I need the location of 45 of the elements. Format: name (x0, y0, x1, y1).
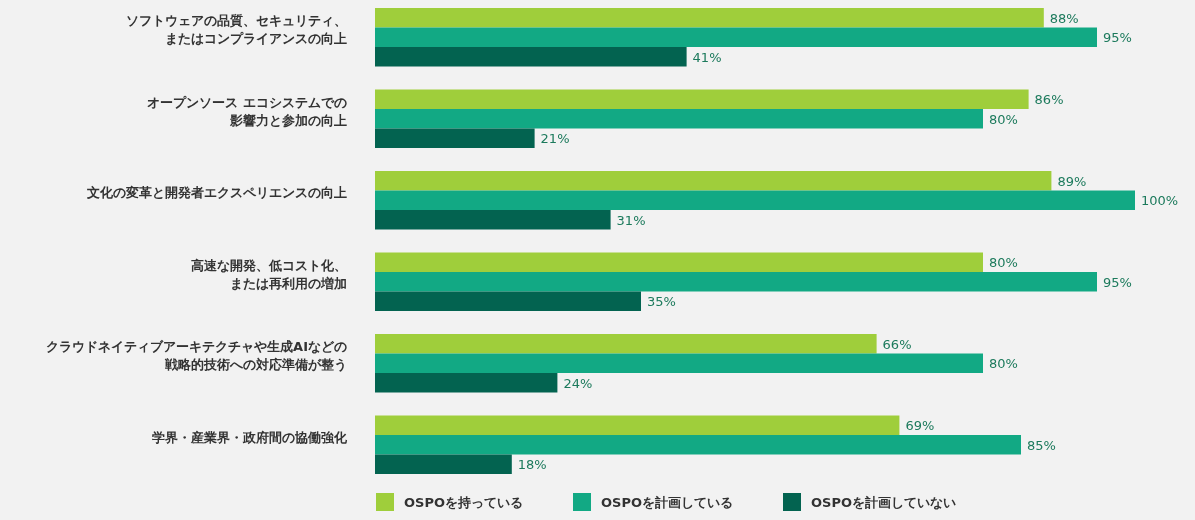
data-label: 31% (616, 212, 646, 228)
bar (375, 291, 641, 311)
bar (375, 89, 1029, 109)
bar (375, 27, 1097, 47)
data-label: 95% (1103, 30, 1132, 46)
data-label: 80% (989, 356, 1018, 372)
y-tick-label: 高速な開発、低コスト化、または再利用の増加 (191, 257, 347, 291)
y-tick-label: 学界・産業界・政府間の協働強化 (152, 429, 348, 445)
data-label: 86% (1034, 92, 1064, 108)
bar (375, 190, 1135, 210)
data-label: 89% (1057, 173, 1087, 189)
data-label: 41% (692, 49, 722, 65)
data-label: 21% (540, 131, 570, 147)
y-tick-label: ソフトウェアの品質、セキュリティ、またはコンプライアンスの向上 (126, 13, 347, 47)
bar (375, 353, 983, 373)
bar (375, 435, 1021, 455)
bar (375, 109, 983, 129)
data-label: 69% (905, 418, 935, 434)
data-label: 35% (647, 294, 676, 310)
y-tick-label: クラウドネイティブアーキテクチャや生成AIなどの戦略的技術への対応準備が整う (46, 339, 347, 373)
bar (375, 272, 1097, 292)
data-label: 18% (517, 457, 547, 473)
bar (375, 128, 535, 148)
bar (375, 171, 1052, 191)
bar (375, 252, 983, 272)
y-tick-label: オープンソース エコシステムでの影響力と参加の向上 (147, 94, 347, 128)
y-tick-label: 文化の変革と開発者エクスペリエンスの向上 (86, 185, 347, 201)
bar (375, 210, 611, 230)
data-label: 24% (563, 375, 593, 391)
data-label: 80% (989, 111, 1018, 127)
data-label: 95% (1103, 274, 1132, 290)
data-label: 80% (989, 255, 1018, 271)
bar (375, 47, 687, 67)
bar (375, 8, 1044, 28)
data-label: 85% (1027, 437, 1056, 453)
bar (375, 454, 512, 474)
bar (375, 373, 558, 393)
data-label: 88% (1049, 10, 1079, 26)
bar (375, 415, 900, 435)
legend-label: OSPOを計画している (601, 495, 733, 510)
data-label: 66% (882, 336, 912, 352)
data-label: 100% (1141, 193, 1179, 209)
legend-label: OSPOを計画していない (811, 495, 956, 510)
legend-label: OSPOを持っている (404, 495, 523, 510)
bar (375, 334, 877, 354)
